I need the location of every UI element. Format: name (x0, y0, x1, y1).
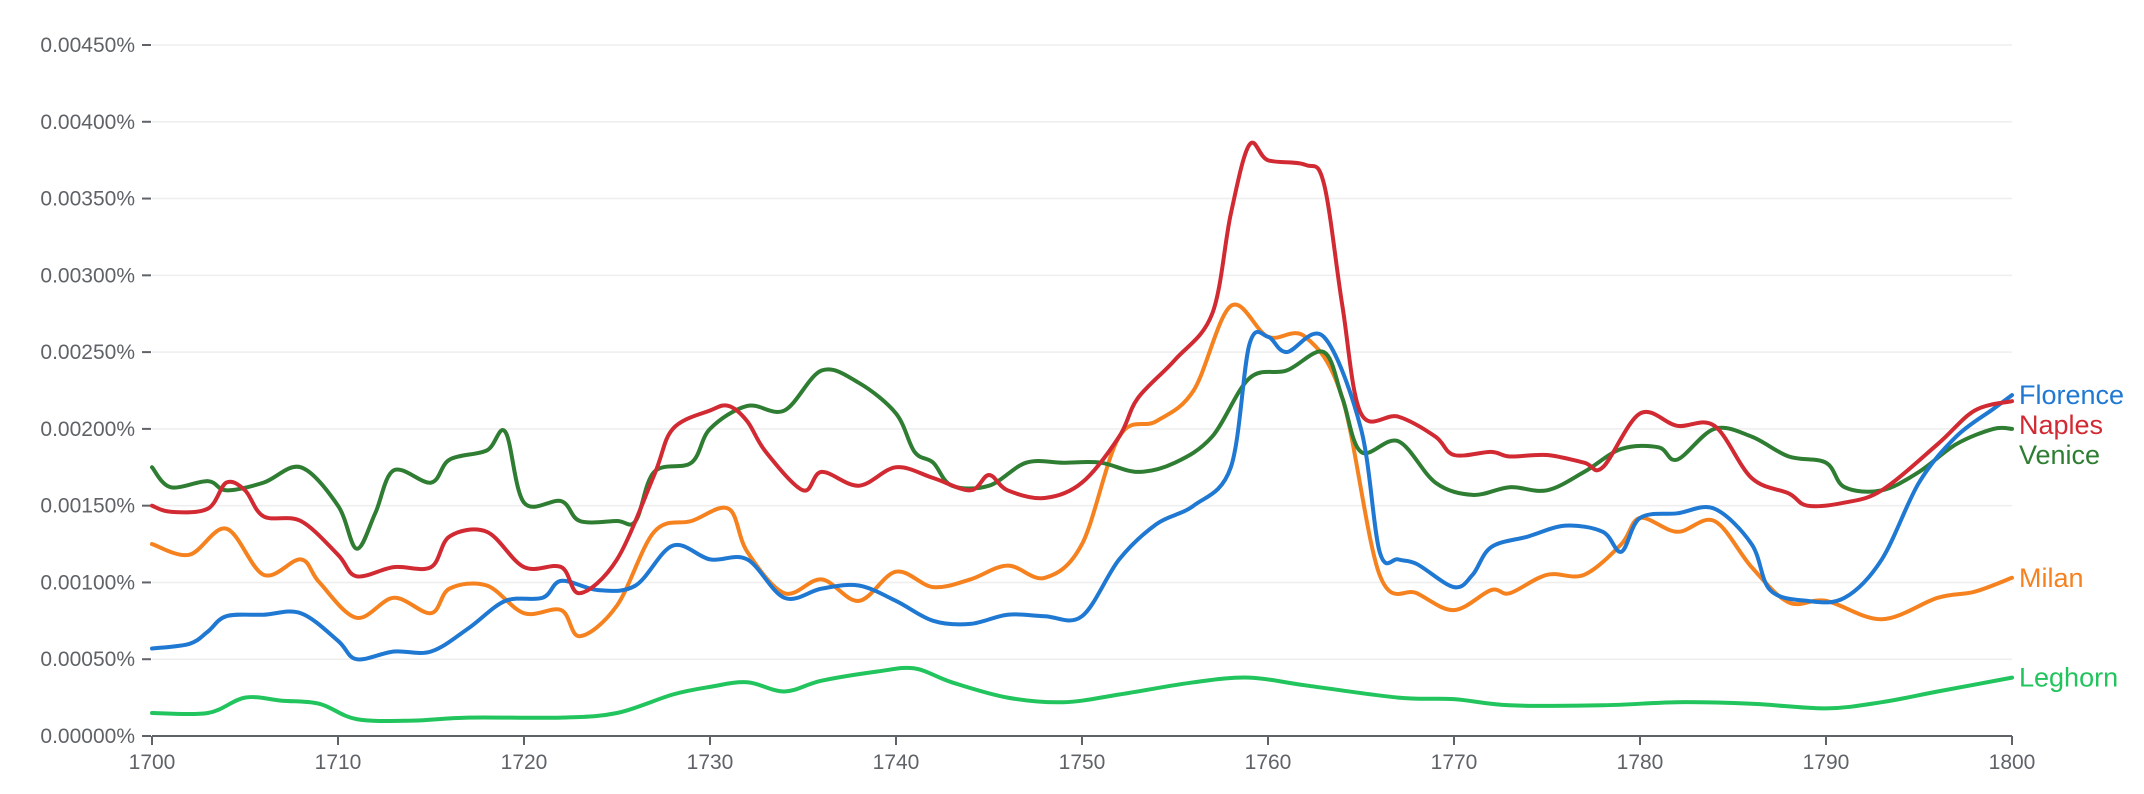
series-line-florence[interactable] (150, 329, 2014, 662)
y-tick-label: 0.00250% (40, 341, 135, 364)
x-tick-label: 1760 (1245, 751, 1292, 774)
series-line-venice[interactable] (150, 349, 2014, 551)
series-line-leghorn[interactable] (150, 665, 2014, 724)
series-line-naples[interactable] (150, 140, 2014, 596)
y-tick-label: 0.00200% (40, 418, 135, 441)
x-tick-label: 1740 (873, 751, 920, 774)
x-tick-label: 1790 (1803, 751, 1850, 774)
legend-label-milan[interactable]: Milan (2019, 563, 2084, 593)
series-lines (150, 140, 2014, 724)
x-tick-label: 1800 (1989, 751, 2036, 774)
x-tick-label: 1700 (129, 751, 176, 774)
legend-label-florence[interactable]: Florence (2019, 380, 2124, 410)
legend-label-leghorn[interactable]: Leghorn (2019, 663, 2118, 693)
grid-lines (152, 44, 2012, 660)
series-line-milan[interactable] (150, 302, 2014, 639)
x-tick-label: 1780 (1617, 751, 1664, 774)
x-axis: 1700 1710 1720 1730 1740 1750 1760 1770 1780 1790… (129, 735, 2036, 774)
y-tick-label: 0.00450% (40, 34, 135, 57)
y-tick-label: 0.00100% (40, 571, 135, 594)
x-tick-label: 1730 (687, 751, 734, 774)
x-tick-label: 1710 (315, 751, 362, 774)
x-tick-label: 1750 (1059, 751, 1106, 774)
y-tick-label: 0.00150% (40, 495, 135, 518)
y-axis: 0.00000% 0.00050% 0.00100% 0.00150% 0.00200%… (40, 34, 151, 748)
y-tick-label: 0.00350% (40, 188, 135, 211)
y-tick-label: 0.00050% (40, 648, 135, 671)
x-tick-label: 1770 (1431, 751, 1478, 774)
legend-label-venice[interactable]: Venice (2019, 440, 2100, 470)
y-tick-label: 0.00300% (40, 264, 135, 287)
y-tick-label: 0.00400% (40, 111, 135, 134)
y-tick-label: 0.00000% (40, 725, 135, 748)
x-tick-label: 1720 (501, 751, 548, 774)
legend-label-naples[interactable]: Naples (2019, 410, 2103, 440)
